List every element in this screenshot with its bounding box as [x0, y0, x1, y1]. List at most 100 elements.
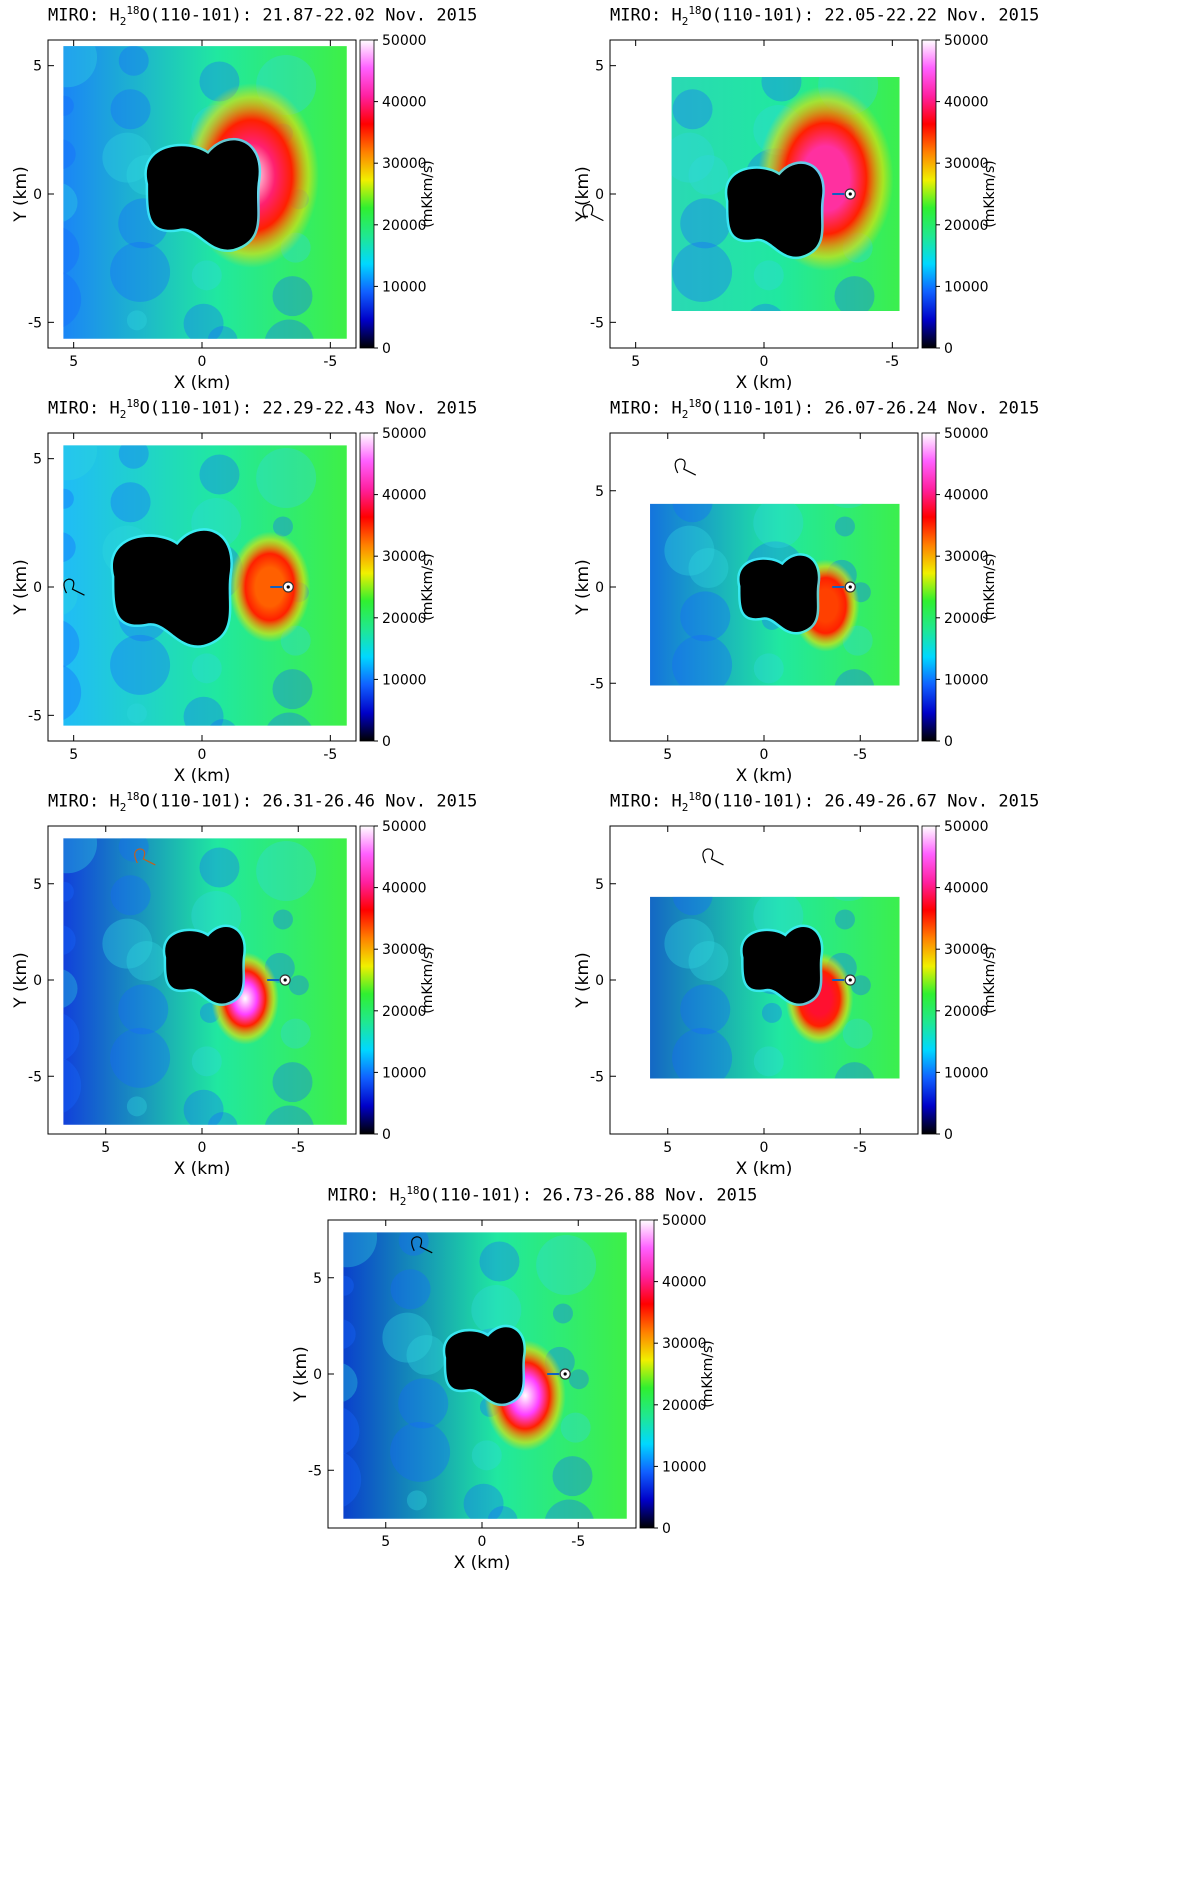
texture-blob [680, 591, 731, 642]
x-axis-label: X (km) [174, 766, 231, 786]
texture-blob [753, 1046, 784, 1077]
texture-blob [487, 1506, 518, 1519]
texture-blob [63, 272, 82, 327]
x-tick-label: 0 [760, 1140, 769, 1156]
colorbar-tick-label: 0 [944, 734, 953, 750]
colorbar-tick-label: 30000 [382, 942, 427, 958]
heatmap-field [671, 76, 900, 312]
sun-direction-icon [134, 848, 156, 866]
texture-blob [343, 1275, 354, 1296]
y-tick-label: 5 [33, 877, 42, 893]
nucleus-center-dot [848, 585, 852, 589]
texture-blob [688, 940, 729, 981]
y-axis-label: Y (km) [291, 1346, 311, 1402]
y-tick-label: 0 [33, 580, 42, 596]
heatmap-plot: 5 0 -550-5X (km)Y (km)01000020000300004000… [11, 819, 436, 1179]
map-panel-1: MIRO: H218O(110-101): 21.87-22.02 Nov. 2… [10, 0, 530, 470]
y-tick-label: 5 [595, 484, 604, 500]
texture-blob [545, 1499, 594, 1519]
texture-blob [753, 260, 784, 291]
texture-blob [664, 918, 715, 969]
colorbar-tick-label: 0 [944, 1127, 953, 1143]
map-panel-5: MIRO: H218O(110-101): 26.31-26.46 Nov. 2… [10, 786, 530, 1256]
colorbar-tick-label: 20000 [382, 1004, 427, 1020]
x-axis-label: X (km) [174, 373, 231, 393]
colorbar-tick-label: 20000 [382, 611, 427, 627]
nucleus-center-dot [563, 1372, 567, 1376]
texture-blob [406, 1334, 447, 1375]
heatmap-field [650, 896, 900, 1079]
x-axis-label: X (km) [174, 1159, 231, 1179]
colorbar-tick-label: 40000 [944, 881, 989, 897]
colorbar-tick-label: 20000 [944, 611, 989, 627]
texture-blob [343, 1232, 378, 1268]
texture-blob [343, 1319, 356, 1349]
heatmap-field [63, 838, 347, 1125]
colorbar [359, 825, 375, 1135]
texture-blob [688, 154, 729, 195]
heatmap-plot: 5 0 -550-5X (km)Y (km)01000020000300004000… [11, 33, 436, 393]
colorbar [639, 1219, 655, 1529]
texture-blob [832, 896, 864, 901]
texture-blob [671, 132, 715, 183]
x-axis-label: X (km) [454, 1553, 511, 1573]
colorbar-tick-label: 10000 [382, 672, 427, 688]
y-tick-label: 5 [595, 877, 604, 893]
x-tick-label: -5 [571, 1534, 585, 1550]
x-axis-label: X (km) [736, 766, 793, 786]
texture-blob [560, 1412, 591, 1443]
texture-blob [753, 503, 804, 548]
colorbar-tick-label: 40000 [944, 95, 989, 111]
colorbar [921, 825, 937, 1135]
texture-blob [210, 719, 236, 726]
texture-blob [382, 1312, 433, 1363]
nucleus-shadow [739, 555, 818, 633]
texture-blob [672, 896, 713, 916]
texture-blob [463, 1483, 504, 1519]
y-tick-label: -5 [28, 315, 42, 331]
nucleus-center-dot [848, 192, 852, 196]
texture-blob [207, 1112, 238, 1125]
colorbar-tick-label: 20000 [662, 1398, 707, 1414]
texture-blob [288, 975, 309, 996]
texture-blob [110, 89, 151, 130]
nucleus-shadow [165, 927, 244, 1004]
texture-blob [267, 712, 312, 726]
panel-title: MIRO: H218O(110-101): 26.07-26.24 Nov. 2… [610, 397, 1040, 422]
texture-blob [832, 503, 864, 508]
texture-blob [761, 76, 802, 102]
x-tick-label: -5 [323, 747, 337, 763]
map-panel-3: MIRO: H218O(110-101): 22.29-22.43 Nov. 2… [10, 393, 530, 863]
nucleus-center-dot [286, 585, 290, 589]
colorbar-tick-label: 20000 [944, 1004, 989, 1020]
colorbar [921, 39, 937, 349]
map-panel-2: MIRO: H218O(110-101): 22.05-22.22 Nov. 2… [572, 0, 1092, 470]
colorbar-tick-label: 0 [382, 1127, 391, 1143]
colorbar-tick-label: 0 [662, 1521, 671, 1537]
colorbar-tick-label: 30000 [382, 156, 427, 172]
colorbar-tick-label: 30000 [944, 156, 989, 172]
texture-blob [272, 276, 313, 317]
heatmap-field [63, 445, 347, 726]
y-tick-label: -5 [590, 1069, 604, 1085]
texture-blob [63, 925, 76, 955]
texture-blob [479, 1241, 520, 1282]
texture-blob [126, 310, 147, 331]
sun-direction-icon [674, 458, 697, 476]
colorbar-tick-label: 40000 [382, 881, 427, 897]
texture-blob [471, 1440, 502, 1471]
texture-blob [63, 969, 78, 1008]
texture-blob [63, 139, 76, 169]
texture-blob [390, 1421, 451, 1482]
panel-title: MIRO: H218O(110-101): 21.87-22.02 Nov. 2… [48, 4, 478, 29]
colorbar-tick-label: 10000 [944, 1065, 989, 1081]
colorbar-tick-label: 40000 [662, 1275, 707, 1291]
texture-blob [63, 532, 76, 562]
texture-blob [118, 46, 149, 76]
texture-blob [672, 503, 713, 523]
x-tick-label: -5 [853, 1140, 867, 1156]
texture-blob [265, 1105, 314, 1125]
texture-blob [680, 984, 731, 1035]
texture-blob [672, 89, 713, 130]
colorbar-tick-label: 0 [944, 341, 953, 357]
